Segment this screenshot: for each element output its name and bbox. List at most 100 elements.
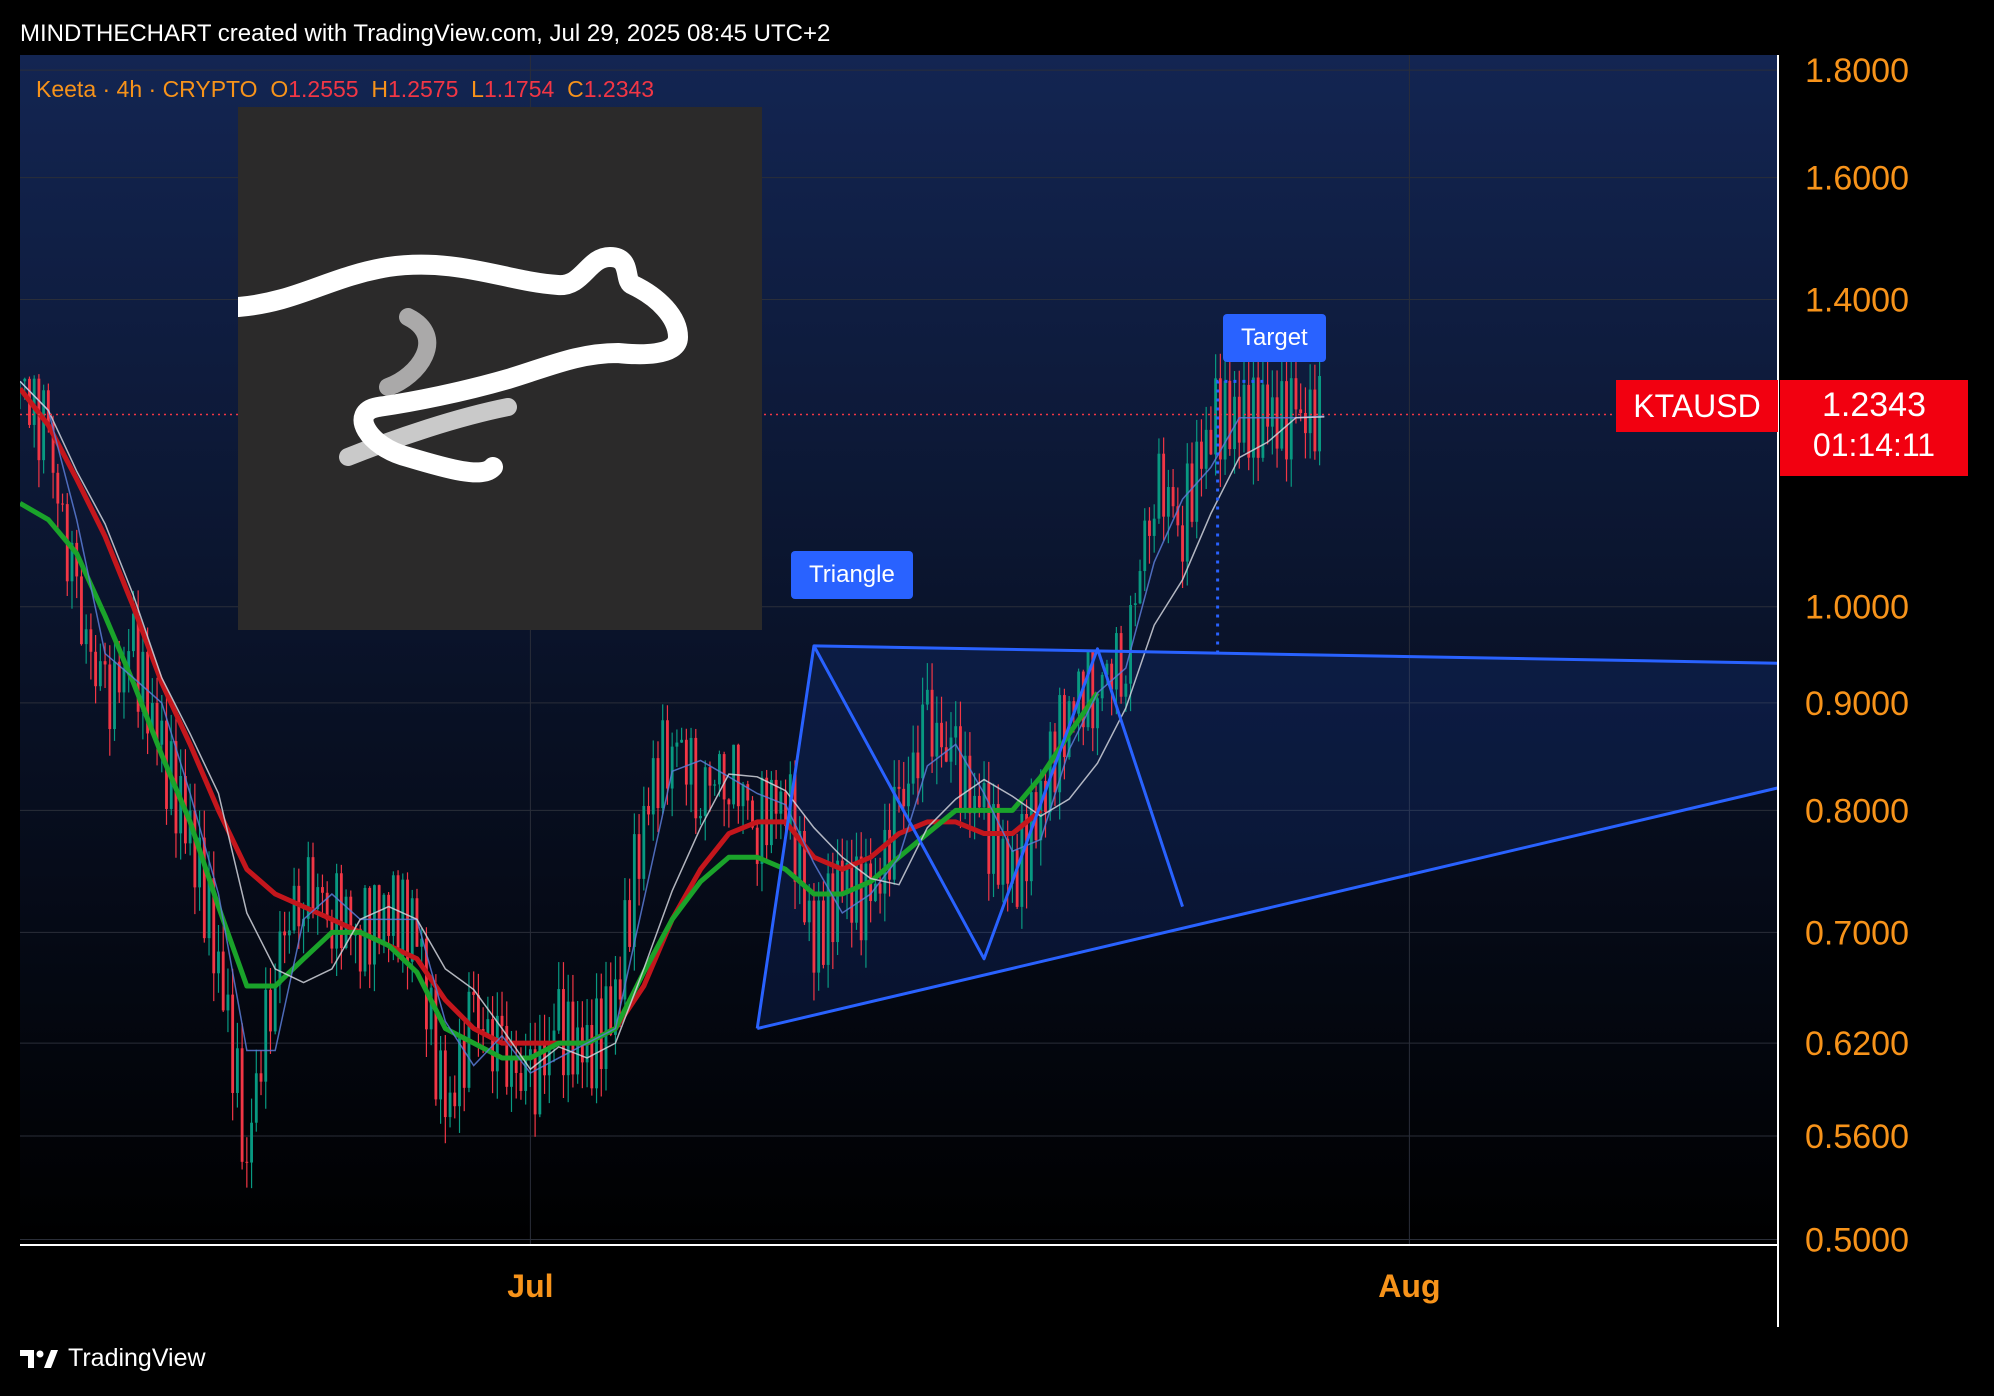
cat-logo-icon	[228, 247, 688, 483]
legend-low-label: L	[471, 76, 484, 102]
candle-body	[226, 994, 230, 1011]
candle-body	[694, 737, 698, 819]
candle-body	[486, 1019, 490, 1034]
candle-body	[1171, 487, 1175, 507]
candle-body	[1110, 663, 1114, 690]
candle-body	[576, 1027, 580, 1075]
candle-body	[1228, 380, 1232, 450]
legend-high: 1.2575	[388, 76, 459, 102]
candle-body	[410, 898, 414, 962]
candle-body	[722, 754, 726, 800]
candle-body	[448, 1092, 452, 1118]
x-tick-label: Aug	[1378, 1268, 1440, 1304]
candle-body	[807, 900, 811, 923]
candle-body	[632, 834, 636, 947]
candle-body	[1218, 378, 1222, 460]
candle-body	[689, 737, 693, 785]
candle-body	[656, 758, 660, 809]
candle-body	[1072, 701, 1076, 714]
candle-body	[1270, 397, 1274, 427]
last-price: 1.2343	[1822, 386, 1926, 424]
candle-body	[155, 702, 159, 745]
candle-body	[1285, 381, 1288, 460]
candle-body	[70, 542, 74, 582]
candle-body	[1143, 520, 1147, 572]
candle-body	[680, 739, 684, 743]
candle-body	[1048, 731, 1052, 813]
candle-body	[528, 1049, 532, 1060]
candle-body	[1148, 520, 1151, 536]
candle-body	[1124, 683, 1128, 697]
candle-body	[472, 991, 476, 995]
candle-body	[429, 987, 433, 1030]
triangle-fill	[757, 645, 1778, 1029]
candle-body	[590, 1025, 594, 1089]
candle-body	[1176, 506, 1180, 526]
candle-body	[42, 390, 46, 461]
candle-body	[136, 613, 140, 712]
candle-body	[1209, 429, 1213, 455]
candle-body	[439, 1050, 443, 1100]
candle-body	[519, 1072, 523, 1091]
triangle-annotation[interactable]: Triangle	[791, 551, 913, 599]
candle-body	[1105, 663, 1109, 675]
candle-body	[212, 878, 216, 974]
candle-body	[1096, 698, 1099, 729]
candle-body	[1138, 571, 1142, 604]
candle-body	[46, 390, 50, 424]
triangle-lower-line	[756, 786, 1779, 1030]
ohlc-legend: Keeta · 4h · CRYPTO O1.2555 H1.2575 L1.1…	[36, 76, 654, 103]
candle-body	[198, 837, 201, 888]
candle-body	[930, 689, 934, 757]
candle-body	[1091, 651, 1095, 729]
candle-body	[56, 472, 60, 504]
candle-body	[1166, 487, 1170, 517]
candle-body	[1077, 671, 1080, 714]
candle-body	[368, 887, 372, 965]
candle-body	[1001, 838, 1005, 885]
y-tick-label: 1.4000	[1805, 282, 1909, 320]
candle-body	[831, 873, 835, 943]
candle-body	[1185, 463, 1189, 562]
candle-body	[396, 875, 400, 957]
candle-body	[746, 784, 750, 801]
candle-body	[1006, 838, 1010, 884]
candle-body	[821, 900, 825, 965]
candle-body	[684, 739, 688, 785]
candle-body	[462, 1036, 466, 1088]
candle-body	[1114, 633, 1118, 690]
candle-body	[666, 720, 669, 789]
candle-body	[283, 931, 287, 936]
candle-body	[1100, 674, 1104, 699]
candle-body	[193, 810, 197, 888]
legend-close: 1.2343	[583, 76, 655, 102]
candle-body	[628, 900, 632, 947]
legend-symbol: Keeta · 4h · CRYPTO	[36, 76, 258, 102]
target-annotation[interactable]: Target	[1223, 314, 1326, 362]
candle-body	[784, 791, 787, 826]
candle-body	[387, 894, 391, 936]
candle-body	[996, 804, 1000, 885]
candle-body	[1011, 850, 1014, 884]
legend-high-label: H	[371, 76, 389, 102]
candle-body	[1119, 633, 1123, 697]
chart-header: MINDTHECHART created with TradingView.co…	[20, 20, 831, 47]
candle-body	[817, 900, 821, 973]
candle-body	[566, 1001, 570, 1076]
candle-body	[1190, 463, 1194, 522]
candle-body	[623, 900, 627, 1000]
candle-body	[642, 805, 646, 879]
candle-body	[1152, 518, 1156, 536]
candle-body	[1242, 384, 1246, 443]
candle-body	[836, 860, 839, 943]
candle-body	[1020, 813, 1024, 907]
candle-body	[940, 722, 943, 748]
candle-body	[670, 746, 674, 789]
candle-body	[557, 989, 561, 1031]
candle-body	[373, 885, 376, 965]
candle-body	[240, 1048, 244, 1162]
candle-body	[349, 896, 353, 936]
candle-body	[637, 834, 641, 879]
candle-body	[61, 503, 64, 505]
candle-body	[840, 860, 844, 894]
